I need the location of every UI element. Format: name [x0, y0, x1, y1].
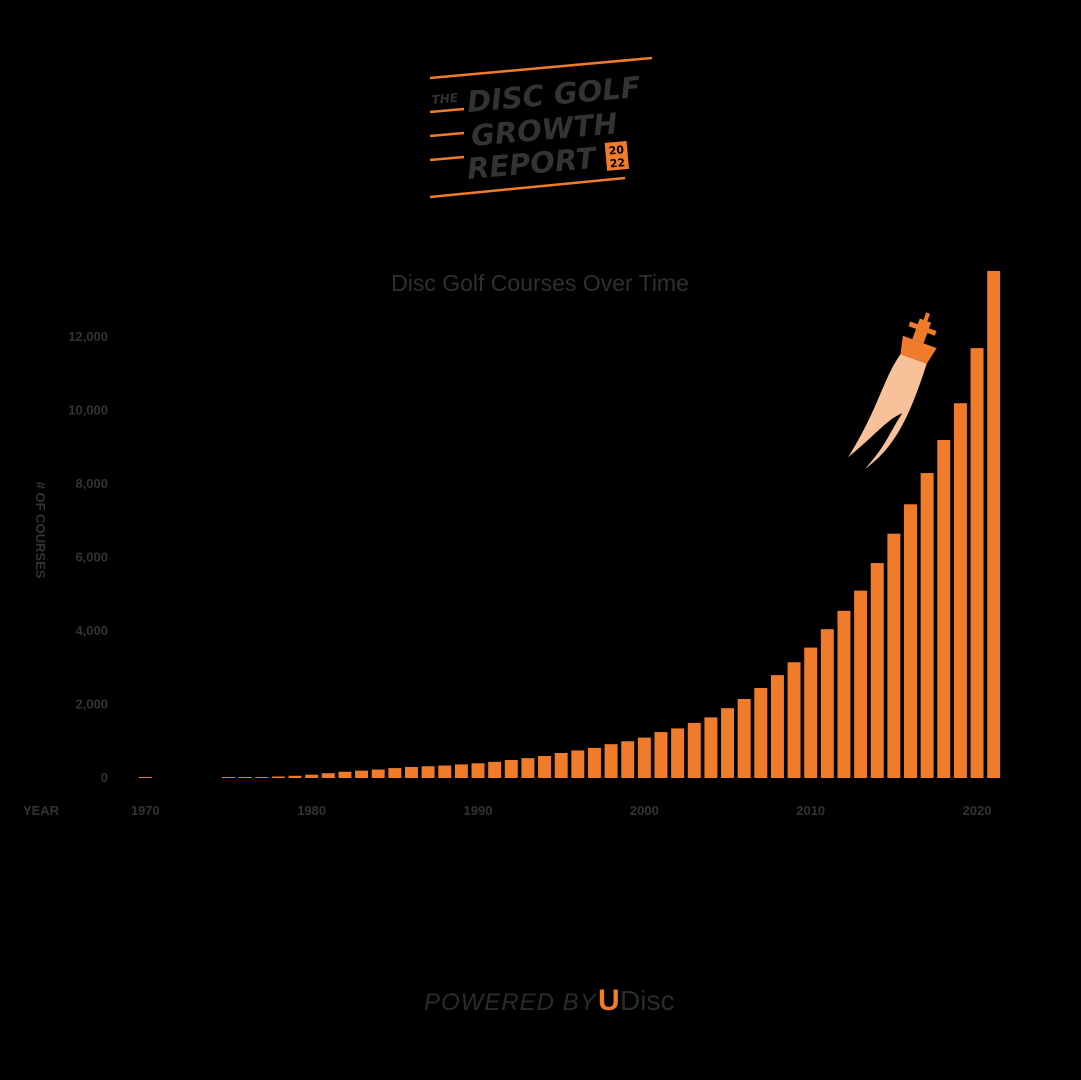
bar-2011 — [820, 629, 834, 778]
bar-2007 — [754, 687, 768, 778]
bar-2017 — [920, 473, 934, 778]
bar-1992 — [504, 759, 518, 778]
bar-2015 — [887, 533, 901, 778]
x-tick-label: 2010 — [796, 803, 825, 818]
bar-1984 — [371, 769, 385, 778]
logo-the: THE — [431, 91, 459, 107]
bar-1999 — [621, 741, 635, 778]
y-axis-label: # OF COURSES — [33, 482, 48, 579]
x-tick-label: 2020 — [963, 803, 992, 818]
bar-2001 — [654, 732, 668, 778]
x-tick-label: 1970 — [131, 803, 160, 818]
x-tick-label: 2000 — [630, 803, 659, 818]
bar-1970 — [138, 777, 152, 778]
rocket-icon — [847, 312, 937, 469]
logo-stripe — [429, 107, 465, 114]
bar-1993 — [521, 758, 535, 778]
logo-year-top: 20 — [608, 143, 625, 157]
x-tick-label: 1990 — [464, 803, 493, 818]
bars-group — [138, 270, 1001, 778]
bar-1983 — [355, 770, 369, 778]
bar-2016 — [904, 504, 917, 778]
bar-2003 — [687, 722, 701, 778]
bar-2005 — [721, 708, 735, 778]
y-tick-label: 12,000 — [68, 329, 108, 344]
y-tick-label: 8,000 — [75, 476, 108, 491]
bar-2000 — [637, 737, 651, 778]
bar-2002 — [671, 728, 685, 778]
bar-2020 — [970, 348, 984, 778]
bar-2010 — [804, 647, 818, 778]
bar-2021 — [987, 270, 1001, 778]
bar-2006 — [737, 699, 751, 778]
bar-1977 — [255, 777, 269, 778]
bar-1981 — [321, 773, 335, 778]
powered-by-label: POWERED BY — [424, 989, 598, 1016]
x-tick-label: 1980 — [297, 803, 326, 818]
bar-1980 — [305, 774, 319, 778]
bar-1997 — [587, 747, 601, 778]
logo-stripe — [429, 155, 465, 162]
bar-1998 — [604, 744, 618, 778]
bar-2014 — [870, 563, 884, 778]
bar-1987 — [421, 766, 435, 778]
logo-stripe — [429, 131, 465, 138]
bar-1994 — [538, 755, 552, 778]
chart-title: Disc Golf Courses Over Time — [391, 270, 689, 296]
x-axis-ticks: 1970 1980 1990 2000 2010 2020 — [131, 803, 992, 818]
logo-year-badge: 20 22 — [604, 141, 630, 171]
bar-2018 — [937, 439, 951, 778]
y-axis-ticks: 0 2,000 4,000 6,000 8,000 10,000 12,000 — [68, 329, 108, 785]
bar-2013 — [854, 590, 868, 778]
bar-1982 — [338, 771, 352, 778]
x-axis-label: YEAR — [23, 803, 60, 818]
bar-1978 — [271, 776, 285, 778]
logo-stripe — [429, 56, 653, 80]
bar-1991 — [488, 761, 502, 778]
bar-2019 — [953, 403, 967, 778]
udisc-logo-text: Disc — [620, 985, 674, 1016]
bar-2008 — [770, 675, 784, 778]
bar-1995 — [554, 753, 568, 778]
y-tick-label: 4,000 — [75, 623, 108, 638]
bar-1996 — [571, 750, 585, 778]
bar-2009 — [787, 662, 801, 778]
logo-year-bottom: 22 — [609, 156, 625, 170]
bar-1985 — [388, 768, 402, 778]
bar-1986 — [404, 766, 418, 778]
disc-golf-growth-report-logo: THE DISC GOLF GROWTH REPORT 20 22 — [429, 56, 653, 199]
y-tick-label: 2,000 — [75, 697, 108, 712]
logo-stripe — [429, 176, 626, 199]
powered-by-udisc-footer: POWERED BY U Disc — [424, 984, 674, 1017]
bar-1990 — [471, 763, 485, 778]
bar-1988 — [438, 765, 452, 778]
bar-1975 — [222, 777, 235, 778]
bar-2004 — [704, 717, 718, 778]
udisc-logo-u: U — [598, 984, 620, 1017]
bar-1989 — [454, 764, 468, 778]
bar-2012 — [837, 610, 851, 778]
y-tick-label: 10,000 — [68, 403, 108, 418]
y-tick-label: 0 — [101, 770, 108, 785]
bar-1979 — [288, 775, 302, 778]
y-tick-label: 6,000 — [75, 550, 108, 565]
bar-1976 — [238, 777, 252, 778]
